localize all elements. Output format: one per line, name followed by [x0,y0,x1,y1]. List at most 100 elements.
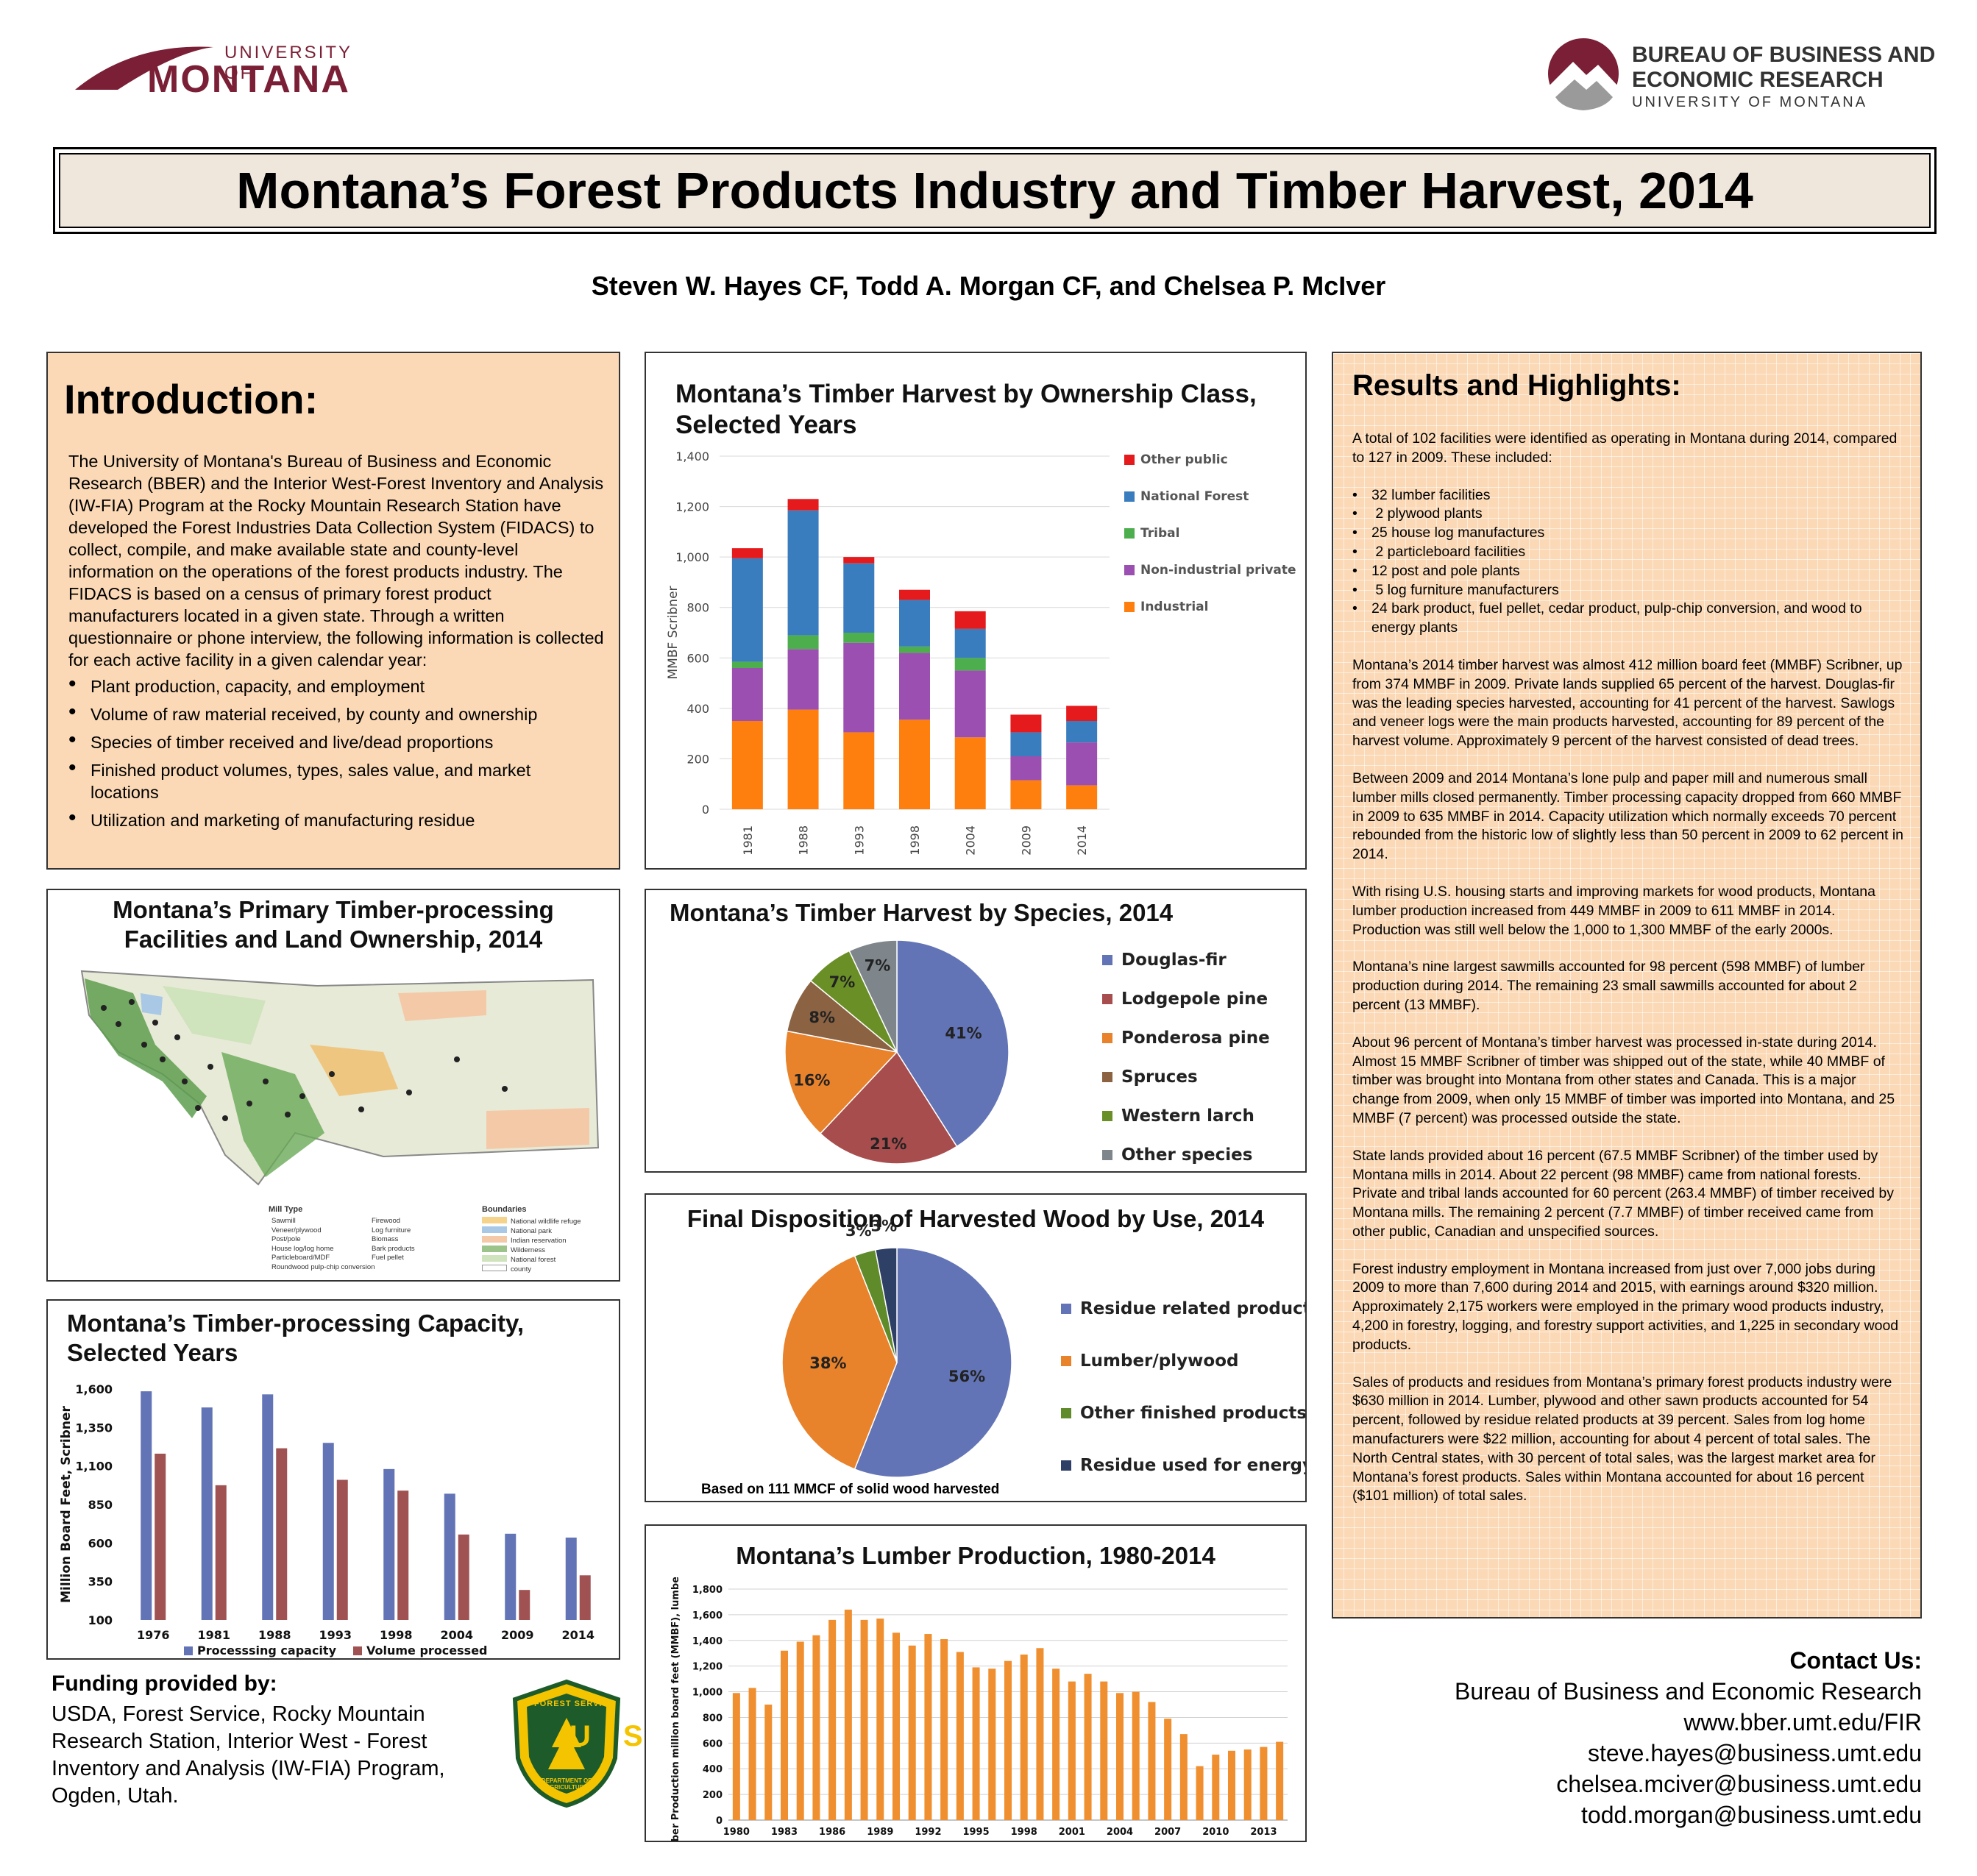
legend-swatch [1124,455,1135,465]
ownership-title-1: Montana’s Timber Harvest by Ownership Cl… [675,380,1257,408]
x-tick-label: 1976 [137,1628,170,1642]
bar [141,1391,152,1620]
y-tick-label: 600 [88,1536,113,1550]
boundary-item: National park [482,1226,581,1236]
results-paragraph: Forest industry employment in Montana in… [1352,1260,1899,1353]
legend-label: Ponderosa pine [1121,1028,1270,1048]
bar-segment [787,510,819,636]
ownership-chart: 0 200 400 600 800 1,000 1,200 1,400 MMBF Scribne… [666,450,1296,856]
capacity-panel: Montana’s Timber-processing Capacity, Se… [46,1299,620,1660]
map-panel: Montana’s Primary Timber-processing Faci… [46,889,620,1282]
pie-value-label: 8% [809,1009,835,1026]
ownership-title-2: Selected Years [675,411,857,439]
legend-label: Residue used for energy [1080,1456,1305,1475]
results-list: 32 lumber facilities 2 plywood plants 25… [1352,486,1904,638]
pie-slice [874,1247,898,1363]
results-paragraph: Montana’s nine largest sawmills accounte… [1352,959,1865,1013]
x-tick-label: 1992 [915,1827,941,1838]
bar-segment [954,611,986,629]
legend-swatch [1061,1460,1071,1471]
bar-segment [954,737,986,809]
bar-segment [1010,732,1042,756]
legend-swatch [1061,1304,1071,1314]
results-paragraph: About 96 percent of Montana’s timber har… [1352,1034,1895,1126]
disposition-panel: Final Disposition of Harvested Wood by U… [645,1193,1307,1502]
y-tick-label: 850 [88,1498,113,1512]
y-tick-label: 1,000 [675,550,709,564]
x-tick-label: 2014 [561,1628,594,1642]
bar [336,1479,348,1620]
bar [844,1609,852,1820]
ownership-panel: Montana’s Timber Harvest by Ownership Cl… [645,352,1307,870]
lumber-title: Montana’s Lumber Production, 1980-2014 [736,1542,1215,1569]
legend-label: Spruces [1121,1067,1198,1087]
boundary-item: Wilderness [482,1246,581,1255]
legend-swatch [1061,1408,1071,1418]
x-tick-label: 1989 [867,1827,893,1838]
pie-slice [896,939,1009,1148]
legend-swatch [1102,1150,1112,1160]
results-paragraph: State lands provided about 16 percent (6… [1352,1147,1894,1240]
contact-website-link[interactable]: www.bber.umt.edu/FIR [1683,1709,1922,1735]
disposition-title: Final Disposition of Harvested Wood by U… [686,1205,1265,1232]
legend-swatch [1124,565,1135,575]
x-tick-label: 1980 [723,1827,750,1838]
bar [1100,1681,1108,1820]
bar-segment [1010,780,1042,809]
x-tick-label: 2004 [1107,1827,1133,1838]
mill-type-item: Fuel pellet [372,1254,404,1262]
y-tick-label: 600 [686,651,709,665]
bar-segment [1066,785,1098,809]
lumber-panel: Montana’s Lumber Production, 1980-2014 0… [645,1524,1307,1842]
bar-segment [731,548,763,558]
mill-type-item: Particleboard/MDF [271,1254,330,1262]
intro-panel: Introduction: The University of Montana'… [46,352,620,870]
contact-email-link[interactable]: chelsea.mciver@business.umt.edu [1556,1771,1922,1797]
pie-value-label: 7% [829,973,856,991]
contact-email-link[interactable]: steve.hayes@business.umt.edu [1587,1740,1922,1766]
intro-bullets: Plant production, capacity, and employme… [68,673,598,831]
results-list-item: 2 plywood plants [1352,505,1904,524]
x-tick-label: 1998 [1011,1827,1037,1838]
boundary-item: National forest [482,1255,581,1265]
x-tick-label: 2014 [1075,825,1089,856]
legend-label: Other species [1121,1145,1252,1165]
results-list-item: 12 post and pole plants [1352,562,1904,581]
bar-segment [899,600,930,647]
legend-label: Volume processed [366,1644,488,1658]
bber-line3: UNIVERSITY OF MONTANA [1632,94,1868,110]
contact-email-link[interactable]: todd.morgan@business.umt.edu [1581,1802,1922,1828]
x-tick-label: 1993 [852,825,866,856]
boundary-item: National wildlife refuge [482,1217,581,1226]
bar [1260,1747,1268,1820]
bar-segment [954,670,986,738]
bar-segment [1010,756,1042,781]
capacity-title-1: Montana’s Timber-processing Capacity, [67,1310,525,1337]
y-tick-label: 1,350 [75,1421,113,1435]
mill-markers [101,999,508,1121]
legend-label: Lodgepole pine [1121,989,1268,1009]
bber-logo: BUREAU OF BUSINESS AND ECONOMIC RESEARCH… [1545,35,1957,116]
mill-type-item: Biomass [372,1235,399,1243]
y-tick-label: 1,600 [692,1610,723,1621]
bar [1020,1654,1028,1820]
badge-top: FOREST SERVICE [534,1699,615,1708]
x-tick-label: 1983 [771,1827,798,1838]
mill-type-item: Firewood [372,1217,401,1225]
um-logo-main: MONTANA [147,58,350,101]
bar [781,1650,788,1820]
bar [262,1394,274,1620]
disposition-chart: 56% 38% 3%3% Residue related products Lumber… [781,1218,1305,1478]
x-tick-label: 2010 [1202,1827,1229,1838]
y-axis-label: Million Board Feet, Scribner [59,1406,74,1603]
bar [1212,1755,1220,1820]
legend-swatch [1102,1072,1112,1082]
pie-value-label: 41% [945,1025,982,1042]
bber-line1: BUREAU OF BUSINESS AND [1632,43,1936,67]
bar [1004,1660,1012,1820]
bar [988,1669,996,1820]
bar [201,1407,213,1620]
x-tick-label: 2004 [440,1628,473,1642]
results-list-item: 25 house log manufactures [1352,524,1904,543]
x-tick-label: 1981 [197,1628,230,1642]
